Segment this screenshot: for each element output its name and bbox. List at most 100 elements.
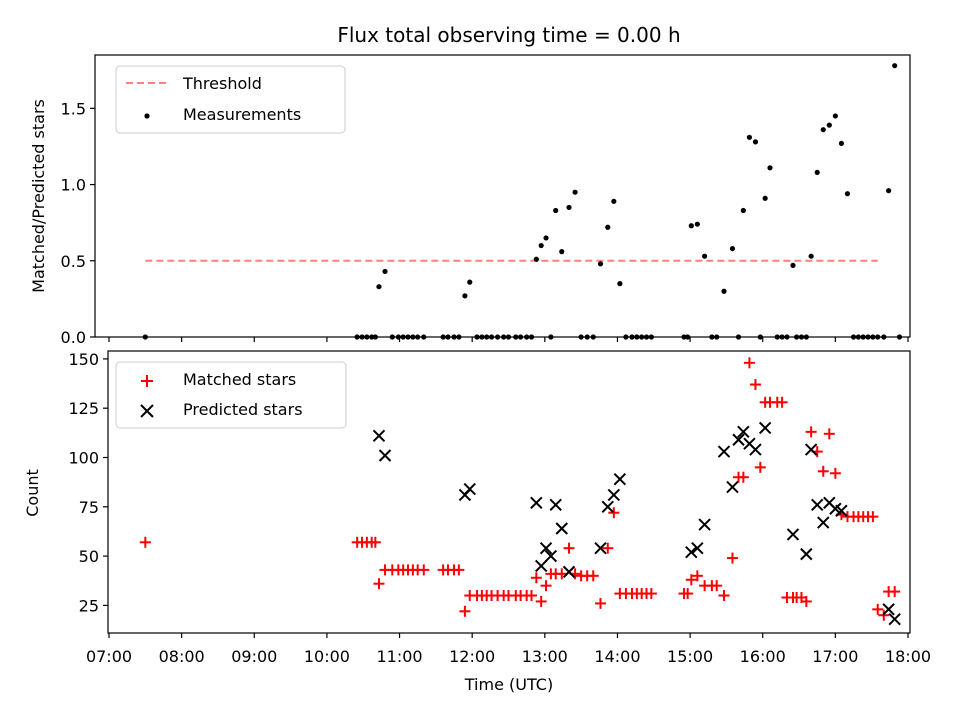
top-plot-frame [94, 54, 911, 338]
matched-star-point [602, 542, 614, 554]
measurement-point [533, 256, 539, 262]
predicted-star-point [530, 496, 543, 510]
predicted-star-point [534, 559, 548, 573]
matched-star-point [682, 588, 694, 600]
measurement-point [790, 262, 796, 268]
measurement-point [838, 140, 845, 147]
matched-star-point [556, 568, 568, 580]
measurement-point [892, 63, 898, 69]
matched-legend-marker [141, 375, 153, 387]
predicted-star-point [758, 421, 772, 435]
predicted-star-point [882, 603, 895, 616]
bottom-y-tick-label: 150 [68, 350, 99, 369]
predicted-star-point [539, 541, 553, 555]
matched-legend-label: Matched stars [183, 370, 296, 389]
bottom-y-tick-label: 25 [79, 596, 99, 615]
measurement-point [702, 253, 708, 259]
bottom-x-tick-label: 16:00 [740, 647, 786, 666]
matched-star-point [530, 572, 542, 584]
predicted-star-point [544, 549, 558, 563]
measurement-point [611, 198, 617, 204]
top-x-ticks [108, 337, 909, 342]
measurement-point [694, 221, 700, 227]
matched-star-point [737, 471, 749, 483]
matched-star-point [805, 426, 817, 438]
measurement-point [826, 122, 832, 128]
measurement-point [605, 224, 611, 230]
bottom-y-axis-label: Count [23, 469, 42, 517]
top-y-tick-label: 1.5 [61, 99, 86, 118]
bottom-y-tick-label: 50 [79, 547, 99, 566]
measurement-point [808, 253, 814, 259]
predicted-star-point [732, 433, 745, 446]
bottom-x-tick-label: 08:00 [159, 647, 205, 666]
bottom-x-tick-label: 14:00 [594, 647, 640, 666]
bottom-y-tick-label: 125 [68, 399, 99, 418]
measurement-point [559, 249, 565, 255]
matched-star-point [453, 564, 465, 576]
matched-star-point [711, 580, 723, 592]
predicted-star-point [613, 472, 627, 486]
predicted-star-point [463, 482, 476, 496]
measurement-point [597, 261, 604, 267]
measurement-point [832, 113, 838, 119]
matched-star-point [563, 542, 575, 554]
predicted-star-point [594, 541, 607, 555]
matched-star-point [540, 580, 552, 592]
matched-star-point [139, 536, 151, 548]
predicted-star-point [888, 612, 901, 626]
measurement-point [729, 245, 736, 252]
top-y-tick-label: 1.0 [61, 176, 86, 195]
predicted-legend-marker [140, 404, 154, 418]
predicted-star-point [685, 545, 698, 559]
measurement-point [376, 284, 382, 290]
bottom-y-tick-label: 100 [68, 448, 99, 467]
matched-star-point [872, 603, 884, 615]
bottom-x-tick-label: 10:00 [304, 647, 350, 666]
matched-star-point [608, 507, 620, 519]
predicted-star-point [786, 528, 800, 541]
matched-star-point [867, 511, 879, 523]
matched-star-point [691, 570, 703, 582]
bottom-x-tick-label: 15:00 [667, 647, 713, 666]
matched-star-point [776, 396, 788, 408]
measurement-point [762, 195, 768, 201]
bottom-x-tick-label: 12:00 [449, 647, 495, 666]
matched-star-point [587, 570, 599, 582]
top-y-tick-label: 0.5 [61, 252, 86, 271]
measurement-point [886, 188, 892, 194]
bottom-x-tick-label: 07:00 [86, 647, 132, 666]
matched-star-point [726, 552, 738, 564]
matched-star-point [718, 590, 730, 602]
measurements-legend-marker [144, 113, 150, 119]
matched-star-point [535, 595, 547, 607]
predicted-star-point [555, 522, 568, 535]
bottom-x-tick-label: 11:00 [376, 647, 422, 666]
matched-star-point [418, 564, 430, 576]
measurements-legend-label: Measurements [183, 105, 301, 124]
bottom-y-ticks: 25 50 75 100 125 150 [68, 350, 108, 615]
matched-star-point [459, 605, 471, 617]
predicted-star-point [378, 449, 392, 462]
measurement-point [553, 207, 559, 214]
predicted-star-point [698, 518, 711, 531]
chart-title: Flux total observing time = 0.00 h [337, 23, 680, 47]
measurement-point [844, 191, 851, 197]
matched-star-point [743, 357, 755, 369]
matched-star-point [373, 578, 385, 590]
predicted-star-point [717, 445, 731, 458]
predicted-star-point [810, 498, 824, 512]
measurement-point [740, 207, 746, 214]
predicted-star-point [749, 443, 762, 456]
measurement-point [617, 281, 623, 287]
bottom-x-tick-label: 17:00 [812, 647, 858, 666]
predicted-star-point [549, 498, 562, 512]
predicted-star-point [835, 504, 848, 517]
bottom-x-tick-label: 18:00 [885, 647, 931, 666]
predicted-stars-layer [372, 421, 901, 626]
matched-star-point [800, 595, 812, 607]
predicted-star-point [817, 516, 830, 529]
matched-star-point [889, 586, 901, 598]
measurement-point [566, 204, 572, 211]
